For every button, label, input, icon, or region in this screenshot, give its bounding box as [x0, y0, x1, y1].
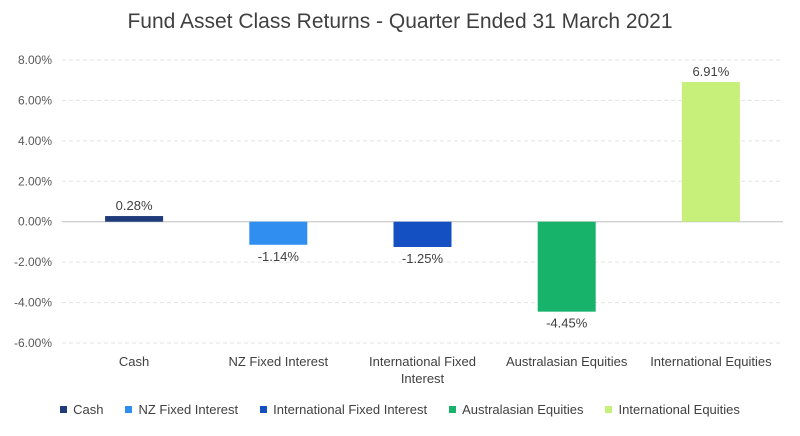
- y-tick-label: -2.00%: [14, 255, 52, 269]
- bar-international-fixed-interest: [393, 221, 452, 247]
- x-category-label: NZ Fixed Interest: [228, 354, 328, 369]
- data-label: -4.45%: [546, 316, 588, 331]
- data-label: -1.25%: [402, 251, 444, 266]
- y-tick-label: 4.00%: [18, 134, 52, 148]
- x-category-label: Cash: [119, 354, 149, 369]
- data-label: -1.14%: [258, 249, 300, 264]
- legend-swatch: [449, 406, 457, 413]
- y-tick-label: 6.00%: [18, 93, 52, 107]
- legend-label: NZ Fixed Interest: [138, 402, 239, 417]
- x-category-label: International Fixed: [369, 354, 476, 369]
- legend-label: Australasian Equities: [462, 402, 584, 417]
- y-tick-label: 2.00%: [18, 174, 52, 188]
- bar-international-equities: [681, 82, 740, 222]
- legend-swatch: [125, 406, 133, 413]
- legend-item: Cash: [60, 402, 103, 417]
- y-tick-label: -4.00%: [14, 296, 52, 310]
- legend-swatch: [60, 406, 68, 413]
- legend-swatch: [605, 406, 613, 413]
- legend-swatch: [260, 406, 268, 413]
- data-label: 0.28%: [116, 198, 153, 213]
- x-category-label: International Equities: [650, 354, 772, 369]
- x-category-label: Australasian Equities: [506, 354, 628, 369]
- legend-item: International Equities: [605, 402, 740, 417]
- legend-item: International Fixed Interest: [260, 402, 427, 417]
- chart-title: Fund Asset Class Returns - Quarter Ended…: [127, 10, 673, 33]
- bar-australasian-equities: [537, 221, 596, 312]
- legend-label: International Fixed Interest: [273, 402, 428, 417]
- bar-cash: [105, 216, 164, 222]
- legend-item: NZ Fixed Interest: [125, 402, 238, 417]
- chart-legend: Cash NZ Fixed Interest International Fixed…: [0, 402, 800, 417]
- y-tick-label: 8.00%: [18, 53, 52, 67]
- y-tick-label: 0.00%: [18, 215, 52, 229]
- data-label: 6.91%: [692, 64, 729, 79]
- legend-label: Cash: [73, 402, 104, 417]
- legend-item: Australasian Equities: [449, 402, 583, 417]
- y-tick-label: -6.00%: [14, 336, 52, 350]
- legend-label: International Equities: [618, 402, 740, 417]
- x-category-label: Interest: [401, 371, 445, 386]
- bar-nz-fixed-interest: [249, 221, 308, 245]
